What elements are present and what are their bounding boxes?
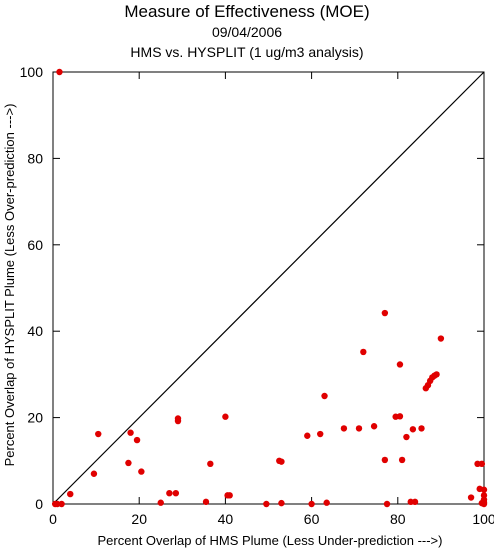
data-point	[340, 425, 348, 432]
data-point	[323, 499, 330, 506]
chart-date: 09/04/2006	[212, 24, 282, 40]
data-point	[433, 371, 440, 378]
data-point	[467, 494, 475, 501]
data-point	[207, 460, 214, 468]
data-point	[174, 417, 182, 425]
data-point	[381, 309, 389, 317]
x-axis-label: Percent Overlap of HMS Plume (Less Under…	[98, 533, 443, 548]
diagonal-line	[52, 71, 485, 505]
data-point	[398, 456, 406, 464]
data-point	[437, 335, 445, 342]
x-tick-label: 80	[390, 511, 406, 527]
data-point	[317, 430, 324, 438]
y-tick-label: 20	[27, 410, 43, 426]
data-point	[304, 432, 311, 439]
data-point	[278, 499, 285, 507]
chart-title: Measure of Effectiveness (MOE)	[124, 2, 369, 21]
x-tick-label: 40	[218, 511, 234, 527]
data-point	[222, 413, 229, 420]
data-point	[418, 425, 425, 432]
data-point	[480, 486, 488, 493]
data-point	[321, 392, 328, 400]
data-point	[478, 460, 486, 468]
data-point	[58, 500, 65, 508]
data-point	[95, 430, 102, 438]
data-point	[381, 456, 389, 464]
x-tick-label: 100	[472, 511, 494, 527]
data-point	[409, 426, 417, 433]
data-point	[278, 458, 285, 465]
data-point	[125, 459, 132, 467]
data-point	[308, 500, 315, 508]
x-tick-label: 60	[304, 511, 320, 527]
data-point	[263, 500, 270, 508]
y-tick-label: 40	[27, 323, 43, 339]
chart-subtitle: HMS vs. HYSPLIT (1 ug/m3 analysis)	[130, 44, 363, 60]
data-point	[166, 490, 173, 497]
data-point	[56, 68, 63, 76]
data-point	[383, 500, 391, 508]
data-point	[157, 499, 164, 506]
data-point	[480, 500, 488, 508]
data-point	[370, 423, 378, 430]
data-point	[138, 468, 145, 475]
data-point	[360, 348, 367, 356]
data-point	[396, 361, 404, 368]
data-point	[202, 498, 210, 506]
data-point	[133, 436, 141, 444]
y-axis-label: Percent Overlap of HYSPLIT Plume (Less O…	[2, 104, 17, 467]
data-point	[127, 429, 134, 436]
data-point	[90, 470, 98, 477]
y-tick-label: 80	[27, 150, 43, 166]
data-point	[355, 425, 363, 432]
plot-area: 0 20 40 60 80 100 0 20 40 60 80 100	[20, 64, 494, 527]
x-tick-label: 0	[49, 511, 57, 527]
y-tick-label: 60	[27, 237, 43, 253]
y-tick-label: 100	[20, 64, 44, 80]
data-point	[67, 490, 74, 498]
data-point	[411, 498, 419, 506]
data-point	[396, 413, 404, 420]
data-point	[226, 492, 233, 499]
data-point	[403, 433, 410, 441]
data-point	[172, 490, 180, 497]
y-tick-label: 0	[35, 496, 43, 512]
x-tick-label: 20	[131, 511, 147, 527]
